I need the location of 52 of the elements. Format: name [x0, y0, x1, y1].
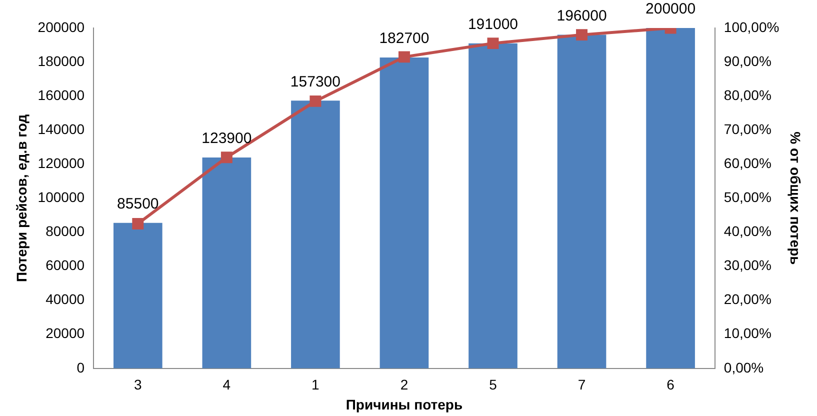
y-tick-label: 120000	[38, 155, 85, 172]
bar	[380, 57, 429, 368]
bar	[646, 28, 695, 368]
x-tick-label: 2	[400, 376, 408, 393]
y2-tick-label: 50,00%	[724, 189, 772, 206]
x-tick-label: 5	[489, 376, 498, 393]
y2-tick-label: 0,00%	[724, 359, 764, 376]
y2-tick-label: 10,00%	[724, 325, 772, 342]
data-label: 200000	[646, 0, 696, 18]
y-tick-label: 180000	[38, 52, 85, 69]
x-axis-title: Причины потерь	[346, 396, 463, 412]
point	[576, 29, 588, 41]
y-tick-label: 200000	[38, 18, 85, 35]
point	[487, 38, 499, 50]
bar	[291, 100, 340, 368]
x-tick-label: 1	[312, 376, 320, 393]
data-label: 123900	[202, 130, 252, 148]
y-tick-label: 80000	[46, 223, 85, 240]
y-tick-label: 60000	[46, 257, 85, 274]
x-tick-label: 3	[134, 376, 142, 393]
point	[132, 218, 144, 230]
y-tick-label: 0	[76, 359, 85, 376]
y-tick-label: 20000	[46, 325, 85, 342]
y2-tick-label: 30,00%	[724, 257, 772, 274]
y2-tick-label: 70,00%	[724, 120, 772, 137]
y-axis-title: Потери рейсов, ед.в год	[13, 114, 30, 282]
y-tick-label: 140000	[38, 120, 85, 137]
y2-tick-label: 100,00%	[724, 18, 780, 35]
data-label: 191000	[468, 16, 518, 33]
bar	[202, 158, 252, 368]
data-label: 85500	[117, 196, 159, 213]
y-tick-label: 160000	[38, 86, 85, 103]
point	[398, 51, 410, 63]
data-label: 157300	[290, 73, 340, 90]
bar	[113, 222, 162, 368]
y2-axis-title: % от общих потерь	[788, 132, 804, 266]
bar	[468, 43, 518, 368]
bar	[557, 34, 606, 368]
y2-tick-label: 20,00%	[724, 291, 772, 308]
x-tick-label: 4	[222, 376, 231, 393]
point	[310, 95, 322, 107]
y2-tick-label: 90,00%	[724, 52, 772, 69]
point	[220, 152, 232, 164]
x-tick-label: 6	[666, 376, 675, 393]
data-label: 182700	[379, 30, 430, 48]
y-tick-label: 40000	[46, 291, 85, 308]
y2-tick-label: 40,00%	[724, 223, 772, 240]
y-tick-label: 100000	[38, 189, 85, 206]
y2-tick-label: 80,00%	[724, 86, 772, 103]
data-label: 196000	[556, 7, 607, 24]
x-tick-label: 7	[578, 376, 586, 393]
y2-tick-label: 60,00%	[724, 155, 772, 172]
